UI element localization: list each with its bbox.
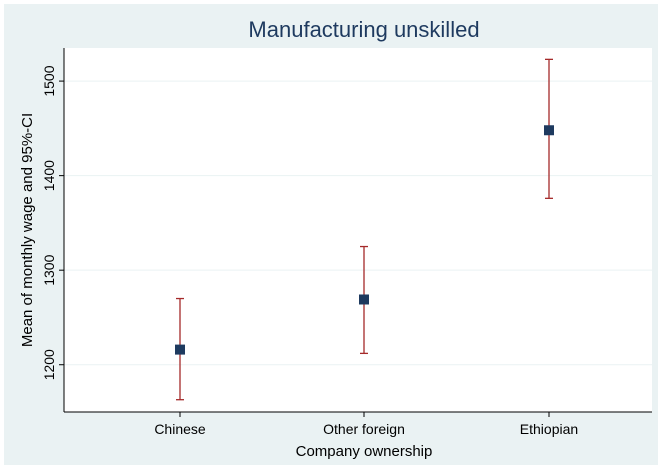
chart-svg: Manufacturing unskilled 1200 1300 1400 1500… [19, 17, 652, 460]
x-tick-label: Ethiopian [520, 421, 578, 437]
mean-marker [359, 294, 369, 305]
y-axis-title: Mean of monthly wage and 95%-CI [19, 113, 36, 347]
y-tick-label: 1500 [41, 65, 57, 96]
plot-area [64, 48, 652, 412]
x-axis-title: Company ownership [296, 443, 433, 460]
mean-marker [544, 125, 554, 136]
y-tick-label: 1400 [41, 160, 57, 191]
mean-marker [175, 344, 185, 355]
y-tick-label: 1200 [41, 349, 57, 380]
axes: 1200 1300 1400 1500 Chinese Other foreign Ethi… [41, 48, 652, 437]
grid-lines [64, 80, 652, 366]
y-tick-label: 1300 [41, 254, 57, 285]
chart-title: Manufacturing unskilled [248, 17, 479, 42]
x-tick-label: Chinese [154, 421, 206, 437]
x-tick-label: Other foreign [323, 421, 405, 437]
chart-frame: Manufacturing unskilled 1200 1300 1400 1500… [4, 4, 658, 465]
data-marks [175, 58, 554, 401]
